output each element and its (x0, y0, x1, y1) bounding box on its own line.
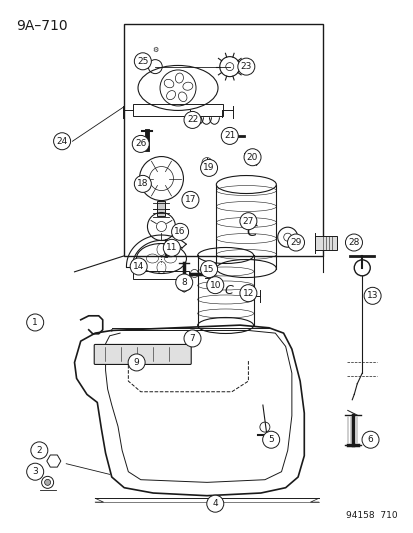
Text: 2: 2 (36, 446, 42, 455)
Circle shape (31, 442, 48, 459)
FancyBboxPatch shape (94, 344, 191, 365)
Text: 29: 29 (290, 238, 301, 247)
Text: 94158  710: 94158 710 (345, 511, 396, 520)
Text: 25: 25 (137, 57, 148, 66)
Text: 16: 16 (174, 228, 185, 236)
Text: C: C (224, 284, 233, 297)
Text: 9A–710: 9A–710 (17, 19, 68, 33)
Circle shape (239, 285, 256, 302)
Circle shape (221, 127, 238, 144)
Circle shape (181, 191, 199, 208)
Text: C: C (245, 224, 256, 239)
Circle shape (171, 223, 188, 240)
Text: 15: 15 (203, 265, 214, 273)
Text: 17: 17 (184, 196, 196, 204)
Text: 10: 10 (209, 281, 221, 289)
Circle shape (239, 213, 256, 230)
Circle shape (200, 261, 217, 278)
Circle shape (134, 53, 151, 70)
FancyBboxPatch shape (157, 200, 165, 216)
Text: 8: 8 (181, 278, 187, 287)
Text: ⚙: ⚙ (152, 46, 158, 53)
Text: 24: 24 (56, 137, 68, 146)
Text: 28: 28 (347, 238, 359, 247)
Polygon shape (178, 278, 190, 292)
Text: 21: 21 (223, 132, 235, 140)
Text: 18: 18 (137, 180, 148, 188)
Text: 14: 14 (133, 262, 144, 271)
Text: 1: 1 (32, 318, 38, 327)
Circle shape (287, 234, 304, 251)
FancyBboxPatch shape (314, 236, 336, 249)
Circle shape (344, 234, 362, 251)
Circle shape (53, 133, 71, 150)
Text: 13: 13 (366, 292, 377, 300)
Circle shape (183, 330, 201, 347)
Text: 11: 11 (166, 244, 177, 252)
Circle shape (175, 274, 192, 291)
Circle shape (45, 479, 50, 486)
Circle shape (243, 149, 261, 166)
Circle shape (163, 239, 180, 256)
Text: 6: 6 (367, 435, 373, 444)
Text: 5: 5 (268, 435, 273, 444)
Text: 26: 26 (135, 140, 146, 148)
Circle shape (237, 58, 254, 75)
Circle shape (361, 431, 378, 448)
Circle shape (132, 135, 149, 152)
Circle shape (200, 159, 217, 176)
Circle shape (130, 258, 147, 275)
Circle shape (262, 431, 279, 448)
Text: 3: 3 (32, 467, 38, 476)
Circle shape (26, 314, 44, 331)
Circle shape (206, 277, 223, 294)
Bar (124, 24, 322, 256)
Circle shape (363, 287, 380, 304)
Text: 9: 9 (133, 358, 139, 367)
Text: 22: 22 (186, 116, 198, 124)
Text: 19: 19 (203, 164, 214, 172)
Text: 23: 23 (240, 62, 252, 71)
Text: 27: 27 (242, 217, 254, 225)
Text: 20: 20 (246, 153, 258, 161)
Text: 4: 4 (212, 499, 218, 508)
Circle shape (26, 463, 44, 480)
Circle shape (134, 175, 151, 192)
Circle shape (206, 495, 223, 512)
Text: 12: 12 (242, 289, 254, 297)
Circle shape (183, 111, 201, 128)
Circle shape (128, 354, 145, 371)
Text: 7: 7 (189, 334, 195, 343)
